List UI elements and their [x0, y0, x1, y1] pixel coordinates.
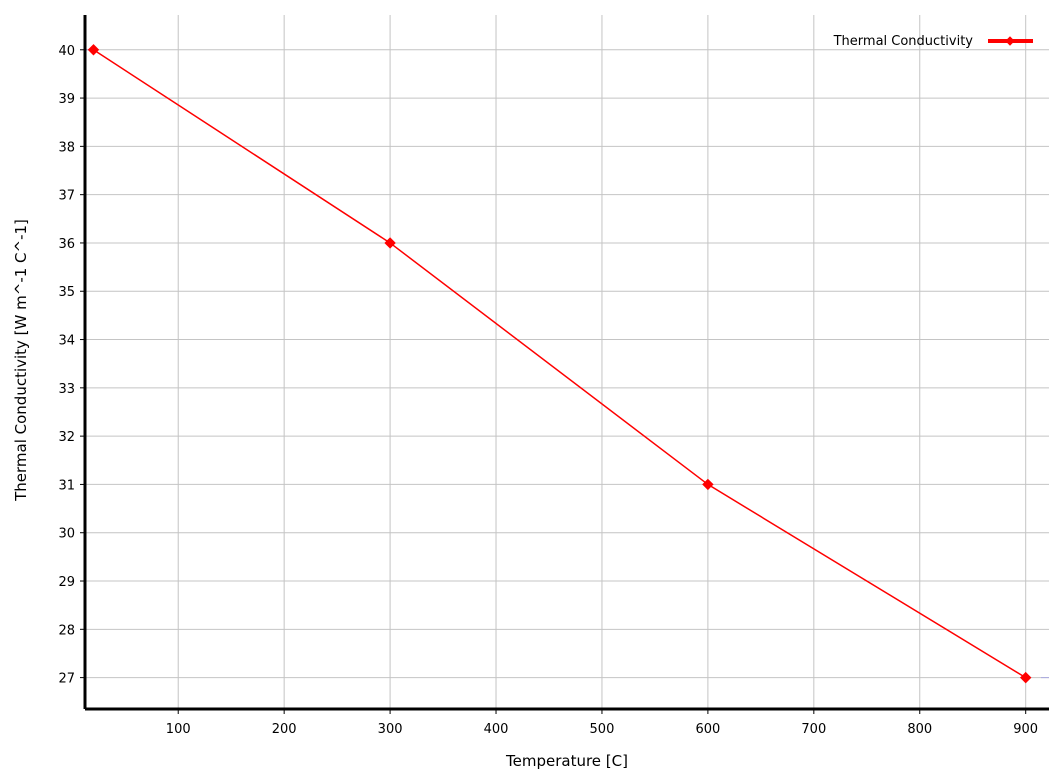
y-tick-label: 28: [58, 623, 75, 638]
x-tick-label: 700: [801, 722, 826, 737]
y-tick-label: 31: [58, 478, 75, 493]
data-point: [384, 237, 396, 249]
x-tick-label: 800: [907, 722, 932, 737]
series-layer: [87, 44, 1032, 684]
data-point: [1019, 671, 1032, 684]
y-tick-label: 37: [58, 189, 75, 204]
x-tick-label: 500: [590, 722, 615, 737]
x-tick-label: 300: [378, 722, 403, 737]
legend: Thermal Conductivity: [833, 34, 1033, 49]
axes: [80, 15, 1049, 714]
data-point: [87, 44, 100, 56]
grid: [85, 15, 1049, 709]
y-axis-title: Thermal Conductivity [W m^-1 C^-1]: [12, 219, 30, 502]
y-tick-label: 38: [58, 140, 75, 155]
y-tick-label: 27: [58, 672, 75, 687]
x-tick-label: 900: [1013, 722, 1038, 737]
y-tick-label: 40: [58, 44, 75, 59]
x-tick-label: 200: [272, 722, 297, 737]
legend-swatch-marker: [1005, 36, 1015, 46]
tick-labels: 100 200 300 400 500 600 700 800 900 27 28 29 30 31 32 3…: [58, 44, 1038, 737]
x-tick-label: 600: [695, 722, 720, 737]
x-tick-label: 100: [166, 722, 191, 737]
y-tick-label: 34: [58, 334, 75, 349]
series-line: [93, 49, 1027, 679]
y-tick-label: 35: [58, 285, 75, 300]
y-tick-label: 36: [58, 237, 75, 252]
y-tick-label: 39: [58, 92, 75, 107]
x-axis-title: Temperature [C]: [505, 752, 628, 770]
x-tick-label: 400: [484, 722, 509, 737]
y-tick-label: 33: [58, 382, 75, 397]
y-tick-label: 30: [58, 527, 75, 542]
legend-label-thermal-conductivity: Thermal Conductivity: [833, 34, 974, 49]
y-tick-label: 32: [58, 430, 75, 445]
data-point: [702, 478, 714, 491]
y-tick-label: 29: [58, 575, 75, 590]
